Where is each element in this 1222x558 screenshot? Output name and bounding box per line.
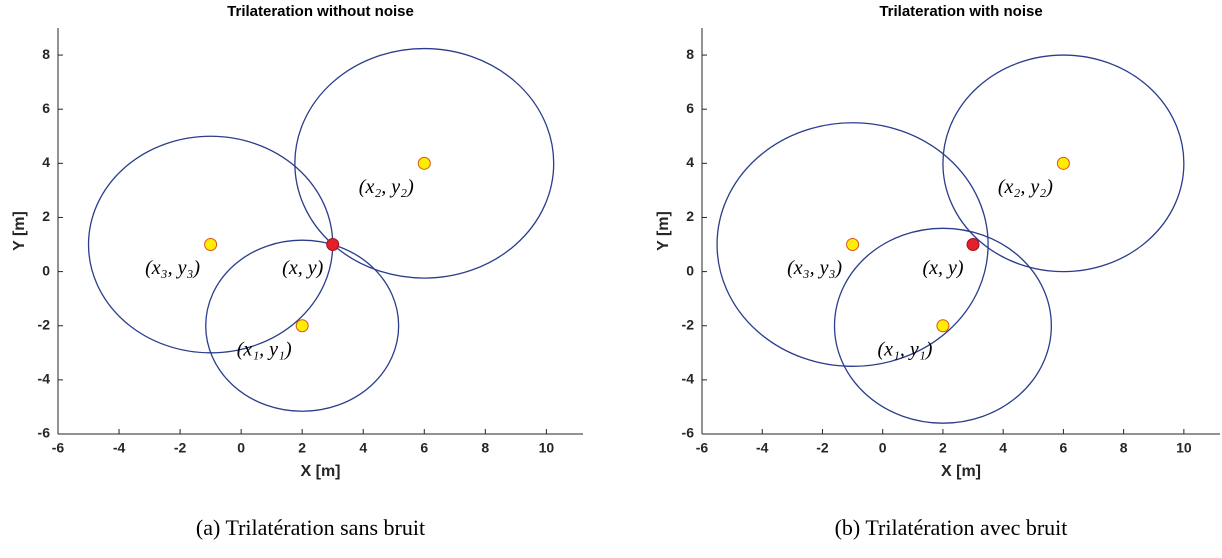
x-tick-label: 10 (539, 440, 555, 456)
y-tick-label: 0 (42, 262, 50, 278)
x-tick-label: -4 (756, 440, 769, 456)
x-tick-label: 2 (298, 440, 306, 456)
anchor-label: (x₃, y₃) (145, 257, 200, 279)
target-label: (x, y) (923, 257, 964, 279)
x-tick-label: 8 (481, 440, 489, 456)
range-circle (716, 122, 989, 367)
y-tick-label: 4 (42, 154, 50, 170)
range-circle (294, 47, 555, 279)
x-tick-label: -6 (696, 440, 709, 456)
x-tick-label: 0 (879, 440, 887, 456)
y-tick-label: 8 (686, 46, 694, 62)
x-tick-label: -2 (816, 440, 829, 456)
y-tick-label: -6 (682, 425, 695, 441)
y-tick-label: -2 (682, 316, 695, 332)
chart-title: Trilateration with noise (879, 3, 1042, 20)
x-axis-label: X [m] (941, 463, 981, 480)
caption: (a) Trilatération sans bruit (196, 515, 425, 540)
x-tick-label: 6 (420, 440, 428, 456)
x-tick-label: 10 (1176, 440, 1192, 456)
y-tick-label: 0 (686, 262, 694, 278)
anchor-point (846, 238, 860, 252)
y-tick-label: -4 (38, 371, 51, 387)
y-tick-label: 6 (686, 100, 694, 116)
x-tick-label: 4 (999, 440, 1007, 456)
x-tick-label: 0 (237, 440, 245, 456)
anchor-point (295, 319, 309, 333)
y-tick-label: -6 (38, 425, 51, 441)
target-point (326, 238, 340, 252)
anchor-label: (x₃, y₃) (787, 257, 842, 279)
y-tick-label: -4 (682, 371, 695, 387)
range-circle (942, 54, 1185, 273)
target-point (966, 238, 980, 252)
x-tick-label: -4 (113, 440, 126, 456)
x-tick-label: -2 (174, 440, 187, 456)
range-circle (833, 227, 1052, 424)
x-tick-label: 6 (1059, 440, 1067, 456)
y-tick-label: 2 (686, 208, 694, 224)
anchor-point (1056, 156, 1070, 170)
anchor-label: (x₂, y₂) (359, 176, 414, 198)
y-tick-label: -2 (38, 316, 51, 332)
y-tick-label: 8 (42, 46, 50, 62)
y-tick-label: 4 (686, 154, 694, 170)
y-tick-label: 6 (42, 100, 50, 116)
x-tick-label: 4 (359, 440, 367, 456)
range-circle (205, 239, 400, 412)
anchor-point (936, 319, 950, 333)
y-axis-label: Y [m] (655, 211, 672, 251)
x-axis-label: X [m] (301, 463, 341, 480)
chart-title: Trilateration without noise (227, 3, 414, 20)
target-label: (x, y) (282, 257, 323, 279)
anchor-label: (x₁, y₁) (877, 338, 932, 360)
x-tick-label: 2 (939, 440, 947, 456)
caption: (b) Trilatération avec bruit (835, 515, 1068, 540)
anchor-label: (x₁, y₁) (237, 338, 292, 360)
y-axis-label: Y [m] (11, 211, 28, 251)
anchor-point (417, 156, 431, 170)
x-tick-label: 8 (1120, 440, 1128, 456)
y-tick-label: 2 (42, 208, 50, 224)
anchor-label: (x₂, y₂) (998, 176, 1053, 198)
anchor-point (204, 238, 218, 252)
x-tick-label: -6 (52, 440, 65, 456)
